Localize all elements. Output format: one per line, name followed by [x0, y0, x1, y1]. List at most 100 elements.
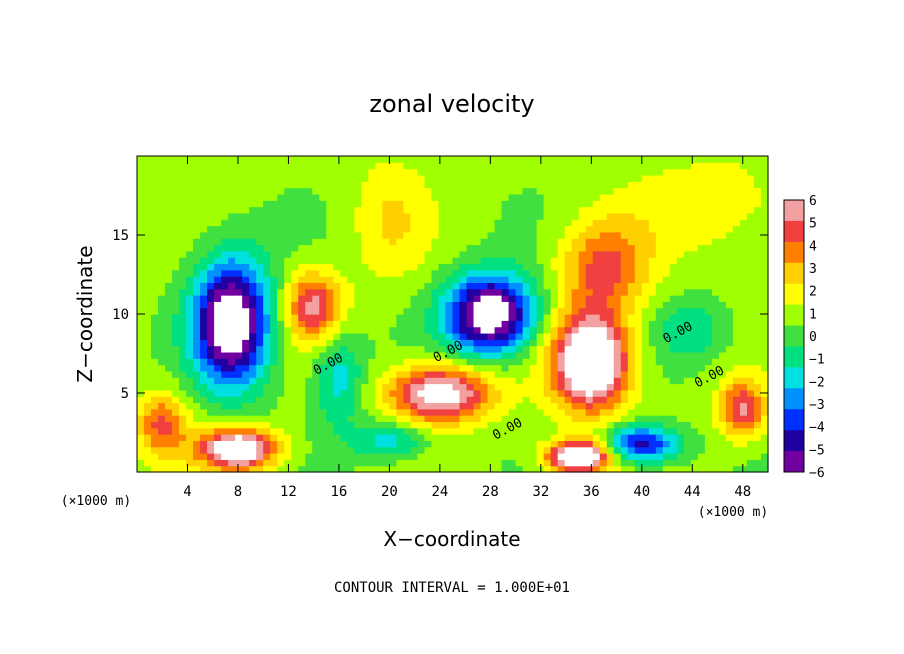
heatmap-cell — [627, 364, 636, 372]
heatmap-cell — [410, 162, 419, 170]
heatmap-cell — [179, 219, 187, 227]
heatmap-cell — [438, 345, 447, 353]
heatmap-cell — [277, 358, 285, 366]
heatmap-cell — [648, 377, 657, 385]
heatmap-cell — [361, 408, 369, 416]
heatmap-cell — [340, 307, 348, 315]
heatmap-cell — [242, 434, 250, 441]
heatmap-cell — [550, 396, 559, 404]
heatmap-cell — [536, 408, 545, 416]
heatmap-cell — [396, 200, 405, 208]
heatmap-cell — [333, 370, 341, 378]
heatmap-cell — [354, 162, 362, 170]
heatmap-cell — [235, 307, 243, 315]
heatmap-cell — [494, 377, 503, 385]
heatmap-cell — [676, 269, 685, 277]
heatmap-cell — [431, 383, 440, 391]
heatmap-cell — [753, 276, 762, 283]
heatmap-cell — [473, 288, 482, 296]
heatmap-cell — [228, 446, 236, 454]
heatmap-cell — [515, 345, 524, 353]
heatmap-cell — [277, 459, 285, 467]
heatmap-cell — [599, 427, 608, 435]
heatmap-cell — [424, 364, 433, 372]
heatmap-cell — [459, 238, 468, 246]
heatmap-cell — [480, 402, 489, 410]
heatmap-cell — [445, 307, 454, 315]
heatmap-cell — [389, 396, 398, 404]
heatmap-cell — [445, 174, 454, 182]
heatmap-cell — [172, 187, 180, 195]
heatmap-cell — [193, 301, 201, 309]
heatmap-cell — [592, 339, 601, 347]
heatmap-cell — [522, 307, 531, 315]
heatmap-cell — [396, 301, 405, 309]
heatmap-cell — [347, 459, 355, 467]
heatmap-cell — [459, 326, 468, 334]
heatmap-cell — [529, 269, 538, 277]
heatmap-cell — [277, 276, 285, 283]
heatmap-cell — [256, 339, 264, 347]
heatmap-cell — [270, 307, 278, 315]
heatmap-cell — [487, 314, 496, 321]
heatmap-cell — [144, 320, 152, 328]
heatmap-cell — [284, 193, 292, 201]
heatmap-cell — [627, 257, 636, 265]
heatmap-cell — [452, 276, 461, 283]
heatmap-cell — [319, 364, 327, 372]
heatmap-cell — [333, 453, 341, 460]
heatmap-cell — [480, 427, 489, 435]
heatmap-cell — [711, 225, 720, 233]
heatmap-cell — [718, 358, 727, 366]
heatmap-cell — [564, 219, 573, 227]
heatmap-cell — [704, 193, 713, 201]
heatmap-cell — [501, 187, 510, 195]
heatmap-cell — [571, 440, 580, 448]
heatmap-cell — [137, 396, 145, 404]
heatmap-cell — [438, 377, 447, 385]
heatmap-cell — [683, 156, 692, 163]
heatmap-cell — [515, 250, 524, 258]
heatmap-cell — [711, 301, 720, 309]
heatmap-cell — [179, 257, 187, 265]
heatmap-cell — [179, 434, 187, 441]
heatmap-cell — [200, 244, 208, 252]
heatmap-cell — [445, 162, 454, 170]
heatmap-cell — [662, 156, 671, 163]
heatmap-cell — [361, 269, 369, 277]
heatmap-cell — [235, 276, 243, 283]
heatmap-cell — [403, 389, 412, 397]
heatmap-cell — [697, 377, 706, 385]
heatmap-cell — [291, 320, 299, 328]
heatmap-cell — [662, 332, 671, 340]
heatmap-cell — [676, 231, 685, 239]
heatmap-cell — [627, 402, 636, 410]
heatmap-cell — [578, 193, 587, 201]
heatmap-cell — [193, 168, 201, 176]
heatmap-cell — [480, 263, 489, 271]
heatmap-cell — [627, 269, 636, 277]
heatmap-cell — [319, 453, 327, 460]
heatmap-cell — [263, 162, 271, 170]
heatmap-cell — [403, 453, 412, 460]
heatmap-cell — [669, 257, 678, 265]
heatmap-cell — [522, 389, 531, 397]
heatmap-cell — [711, 314, 720, 321]
heatmap-cell — [158, 276, 166, 283]
heatmap-cell — [137, 238, 145, 246]
heatmap-cell — [641, 244, 650, 252]
heatmap-cell — [613, 282, 622, 290]
heatmap-cell — [347, 250, 355, 258]
heatmap-cell — [389, 377, 398, 385]
heatmap-cell — [543, 358, 552, 366]
heatmap-cell — [536, 434, 545, 441]
heatmap-cell — [193, 351, 201, 359]
heatmap-cell — [305, 301, 313, 309]
heatmap-cell — [732, 408, 741, 416]
heatmap-cell — [165, 358, 173, 366]
heatmap-cell — [718, 225, 727, 233]
heatmap-cell — [361, 244, 369, 252]
heatmap-cell — [186, 345, 194, 353]
heatmap-cell — [354, 231, 362, 239]
heatmap-cell — [662, 193, 671, 201]
